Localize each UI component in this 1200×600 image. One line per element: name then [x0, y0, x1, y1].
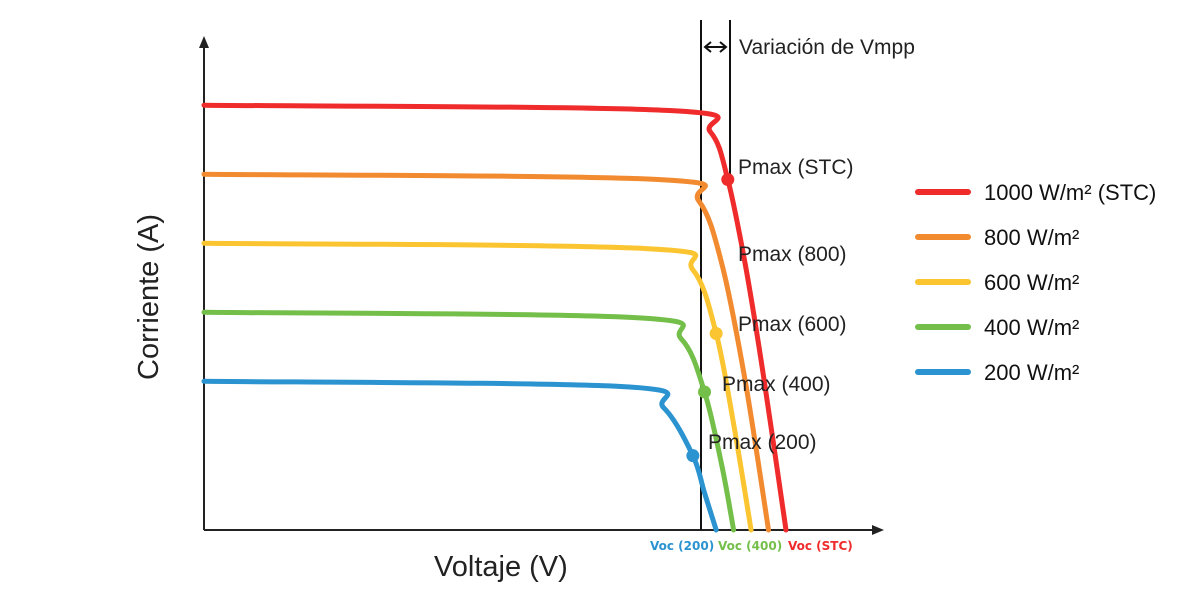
curve-1: [201, 171, 771, 533]
pmax-label-2: Pmax (600): [738, 313, 847, 336]
voc-label-3: Voc (400): [718, 539, 782, 553]
curves: [201, 102, 789, 533]
double-arrow-icon: [703, 41, 728, 53]
y-axis-title: Corriente (A): [133, 214, 165, 380]
voc-label-0: Voc (STC): [788, 539, 853, 553]
legend-label-0: 1000 W/m² (STC): [984, 180, 1156, 205]
pmax-label-4: Pmax (200): [708, 431, 817, 454]
curve-0: [201, 102, 789, 533]
legend-label-4: 200 W/m²: [984, 360, 1079, 385]
legend-label-2: 600 W/m²: [984, 270, 1079, 295]
x-axis-title: Voltaje (V): [434, 551, 568, 583]
pmax-label-1: Pmax (800): [738, 243, 847, 266]
pmax-point-4: [686, 449, 700, 463]
curve-3: [201, 309, 737, 533]
voc-labels: Voc (STC) Voc (400) Voc (200): [650, 539, 853, 553]
curve-4: [201, 378, 719, 533]
pmax-label-3: Pmax (400): [722, 373, 831, 396]
axes: [199, 36, 884, 535]
legend-label-1: 800 W/m²: [984, 225, 1079, 250]
pmax-point-3: [698, 385, 712, 399]
pmax-labels: Pmax (STC) Pmax (800) Pmax (600) Pmax (400)…: [708, 156, 854, 454]
pmax-points: [686, 173, 735, 463]
curve-2: [201, 240, 754, 533]
voc-label-4: Voc (200): [650, 539, 714, 553]
legend: 1000 W/m² (STC) 800 W/m² 600 W/m² 400 W/m² 2…: [915, 180, 1156, 385]
vmpp-annotation: Variación de Vmpp: [739, 36, 915, 59]
legend-label-3: 400 W/m²: [984, 315, 1079, 340]
x-axis-arrow: [872, 525, 884, 535]
pmax-label-0: Pmax (STC): [738, 156, 854, 179]
y-axis-arrow: [199, 36, 209, 48]
pmax-point-0: [721, 173, 735, 187]
pmax-point-2: [709, 327, 723, 341]
vmpp-markers: Variación de Vmpp: [700, 20, 915, 530]
